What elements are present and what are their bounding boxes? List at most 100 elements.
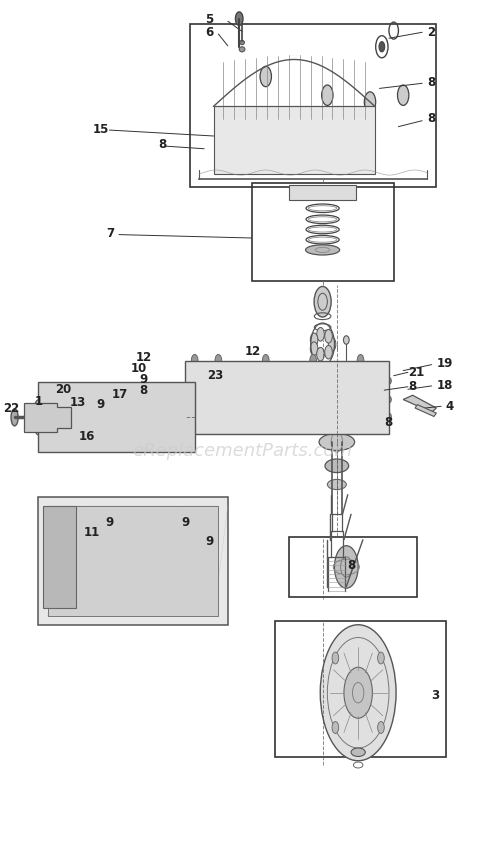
Ellipse shape	[368, 388, 381, 409]
Text: 13: 13	[69, 396, 86, 410]
Ellipse shape	[33, 400, 44, 435]
Polygon shape	[24, 403, 71, 432]
Polygon shape	[38, 382, 194, 452]
Text: 9: 9	[139, 372, 147, 386]
Ellipse shape	[387, 413, 391, 420]
Text: 9: 9	[106, 516, 114, 530]
Text: 9: 9	[182, 516, 190, 530]
Text: 12: 12	[136, 350, 152, 364]
Text: 8: 8	[427, 112, 435, 126]
Text: 4: 4	[446, 400, 454, 413]
Circle shape	[328, 337, 336, 351]
Text: 11: 11	[84, 526, 100, 540]
Circle shape	[357, 354, 364, 366]
Circle shape	[125, 581, 131, 593]
Ellipse shape	[327, 479, 346, 490]
Text: 8: 8	[158, 138, 166, 151]
Ellipse shape	[325, 459, 349, 473]
Text: 19: 19	[436, 357, 453, 371]
Polygon shape	[43, 506, 76, 608]
Ellipse shape	[387, 396, 391, 403]
Circle shape	[332, 652, 339, 664]
Text: 12: 12	[245, 344, 261, 358]
Polygon shape	[415, 405, 436, 416]
Text: 20: 20	[55, 382, 71, 396]
Circle shape	[191, 354, 198, 366]
Ellipse shape	[312, 107, 333, 127]
Circle shape	[310, 342, 318, 355]
Text: 7: 7	[106, 227, 114, 241]
Ellipse shape	[239, 47, 245, 52]
Ellipse shape	[197, 388, 211, 409]
Circle shape	[332, 722, 339, 734]
Text: 9: 9	[205, 535, 214, 548]
Circle shape	[310, 333, 318, 347]
Circle shape	[322, 85, 333, 105]
Circle shape	[320, 625, 396, 761]
Circle shape	[116, 518, 159, 595]
Text: 18: 18	[436, 378, 453, 392]
Polygon shape	[289, 185, 356, 200]
Ellipse shape	[240, 41, 244, 45]
Polygon shape	[38, 497, 228, 625]
Text: 23: 23	[207, 369, 223, 382]
Circle shape	[325, 330, 332, 343]
Circle shape	[379, 42, 385, 52]
Text: 8: 8	[427, 76, 435, 89]
Circle shape	[325, 345, 332, 359]
Text: 15: 15	[93, 122, 109, 136]
Text: 21: 21	[408, 366, 424, 379]
Circle shape	[150, 574, 156, 586]
Ellipse shape	[11, 409, 18, 426]
Polygon shape	[214, 106, 375, 174]
Ellipse shape	[325, 388, 339, 409]
Circle shape	[377, 652, 384, 664]
Circle shape	[154, 551, 161, 563]
Text: 5: 5	[205, 13, 214, 26]
Circle shape	[235, 12, 243, 26]
Text: 2: 2	[427, 26, 435, 39]
Circle shape	[365, 92, 376, 112]
Circle shape	[317, 348, 324, 361]
Polygon shape	[403, 395, 436, 412]
Text: 8: 8	[384, 416, 392, 429]
Circle shape	[260, 66, 272, 87]
Ellipse shape	[351, 748, 365, 756]
Polygon shape	[48, 506, 218, 616]
Circle shape	[125, 520, 131, 532]
Ellipse shape	[283, 388, 296, 409]
Circle shape	[377, 722, 384, 734]
Text: 10: 10	[131, 361, 147, 375]
Text: 22: 22	[3, 401, 19, 415]
Circle shape	[262, 354, 269, 366]
Polygon shape	[185, 361, 389, 434]
Circle shape	[116, 539, 123, 551]
Circle shape	[116, 563, 123, 575]
Ellipse shape	[306, 245, 340, 255]
Circle shape	[344, 667, 372, 718]
Text: 9: 9	[96, 398, 104, 411]
Text: eReplacementParts.com: eReplacementParts.com	[132, 441, 352, 460]
Circle shape	[398, 85, 409, 105]
Text: 1: 1	[35, 394, 43, 408]
Text: 6: 6	[205, 26, 214, 39]
Circle shape	[314, 286, 331, 317]
Circle shape	[317, 327, 324, 341]
Circle shape	[138, 516, 145, 528]
Text: 16: 16	[79, 429, 95, 443]
Circle shape	[150, 528, 156, 540]
Text: 3: 3	[432, 688, 440, 702]
Text: 8: 8	[408, 380, 416, 394]
Circle shape	[334, 546, 358, 588]
Text: 17: 17	[112, 388, 128, 401]
Circle shape	[215, 354, 222, 366]
Ellipse shape	[343, 336, 349, 344]
Circle shape	[310, 354, 317, 366]
Text: 8: 8	[139, 383, 147, 397]
Ellipse shape	[240, 388, 253, 409]
Ellipse shape	[319, 434, 354, 450]
Circle shape	[138, 586, 145, 598]
Text: 8: 8	[347, 558, 355, 572]
Ellipse shape	[387, 377, 391, 384]
Ellipse shape	[190, 400, 200, 435]
